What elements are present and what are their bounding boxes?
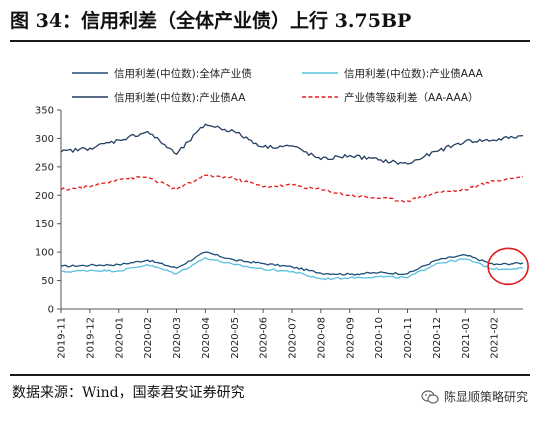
y-tick-label: 50: [41, 276, 54, 287]
x-tick-label: 2020-12: [432, 317, 443, 359]
watermark-label: 陈显顺策略研究: [443, 390, 528, 404]
y-tick-label: 100: [35, 248, 54, 259]
x-tick-label: 2020-05: [230, 317, 241, 359]
x-tick-label: 2020-04: [201, 317, 212, 359]
legend-label-diff: 产业债等级利差（AA-AAA）: [344, 91, 479, 104]
source-divider: [10, 374, 530, 376]
credit-spread-chart: 信用利差(中位数):全体产业债 信用利差(中位数):产业债AAA 信用利差(中位数)…: [35, 67, 529, 359]
x-axis-ticks: 2019-11 2019-12 2020-01 2020-02 2020-03 2020-…: [57, 309, 501, 359]
y-tick-label: 0: [48, 305, 54, 316]
y-tick-label: 350: [35, 106, 54, 117]
legend-label-all: 信用利差(中位数):全体产业债: [114, 67, 252, 80]
x-tick-label: 2021-01: [461, 317, 472, 359]
x-tick-label: 2020-06: [259, 317, 270, 359]
y-axis-ticks: 0 50 100 150 200 250 300 350: [35, 106, 61, 316]
x-tick-label: 2020-03: [172, 317, 183, 359]
x-tick-label: 2021-02: [490, 317, 501, 359]
x-tick-label: 2019-12: [85, 317, 96, 359]
y-tick-label: 250: [35, 162, 54, 173]
x-tick-label: 2020-01: [114, 317, 125, 359]
series-line-aa: [60, 123, 524, 165]
chart-axes: [60, 110, 523, 310]
x-tick-label: 2020-07: [288, 317, 299, 359]
x-tick-label: 2020-02: [143, 317, 154, 359]
figure-title: 图 34：信用利差（全体产业债）上行 3.75BP: [10, 10, 412, 32]
series-line-diff: [60, 174, 524, 203]
legend-label-aa: 信用利差(中位数):产业债AA: [114, 91, 246, 104]
y-tick-label: 200: [35, 191, 54, 202]
watermark: 陈显顺策略研究: [421, 386, 528, 408]
x-tick-label: 2020-08: [316, 317, 327, 359]
chart-legend: 信用利差(中位数):全体产业债 信用利差(中位数):产业债AAA 信用利差(中位数)…: [72, 67, 484, 104]
title-divider: [10, 40, 530, 42]
y-tick-label: 150: [35, 219, 54, 230]
x-tick-label: 2019-11: [57, 317, 68, 359]
wechat-icon: [421, 390, 439, 404]
x-tick-label: 2020-10: [374, 317, 385, 359]
y-tick-label: 300: [35, 134, 54, 145]
series-line-aaa: [60, 257, 524, 281]
x-tick-label: 2020-11: [403, 317, 414, 359]
source-note: 数据来源：Wind，国泰君安证券研究: [12, 385, 245, 401]
x-tick-label: 2020-09: [345, 317, 356, 359]
legend-label-aaa: 信用利差(中位数):产业债AAA: [344, 67, 484, 80]
series-line-all: [60, 251, 524, 276]
chart-plot-area: [60, 123, 529, 286]
highlight-circle: [487, 247, 529, 286]
